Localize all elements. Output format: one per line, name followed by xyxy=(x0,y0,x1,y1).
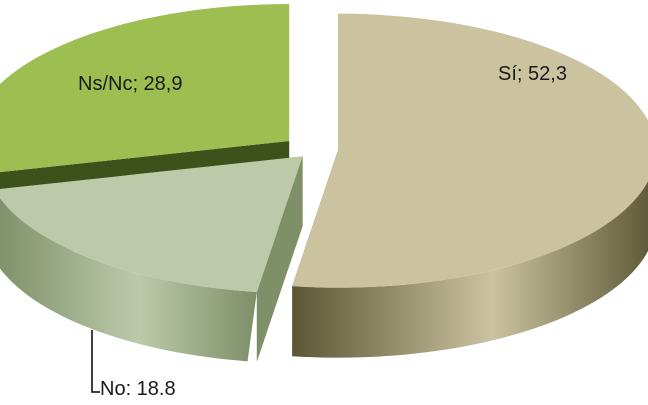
slice-nsnc-top xyxy=(0,3,290,173)
slice-si-top xyxy=(292,13,648,288)
slice-no-top xyxy=(0,156,303,292)
leader-lines-layer xyxy=(91,330,100,393)
labels-layer: Sí; 52,3 No: 18.8 Ns/Nc; 28,9 xyxy=(78,63,567,400)
slice-no-outer-wall xyxy=(0,198,257,362)
slices-layer xyxy=(0,3,648,362)
slice-si-outer-wall xyxy=(292,181,648,358)
slice-label-nsnc: Ns/Nc; 28,9 xyxy=(78,73,182,95)
slice-label-no: No: 18.8 xyxy=(100,378,176,400)
slice-label-si: Sí; 52,3 xyxy=(498,63,567,85)
slice-no xyxy=(0,156,303,362)
leader-line-no xyxy=(91,330,100,393)
slice-si xyxy=(292,13,648,358)
